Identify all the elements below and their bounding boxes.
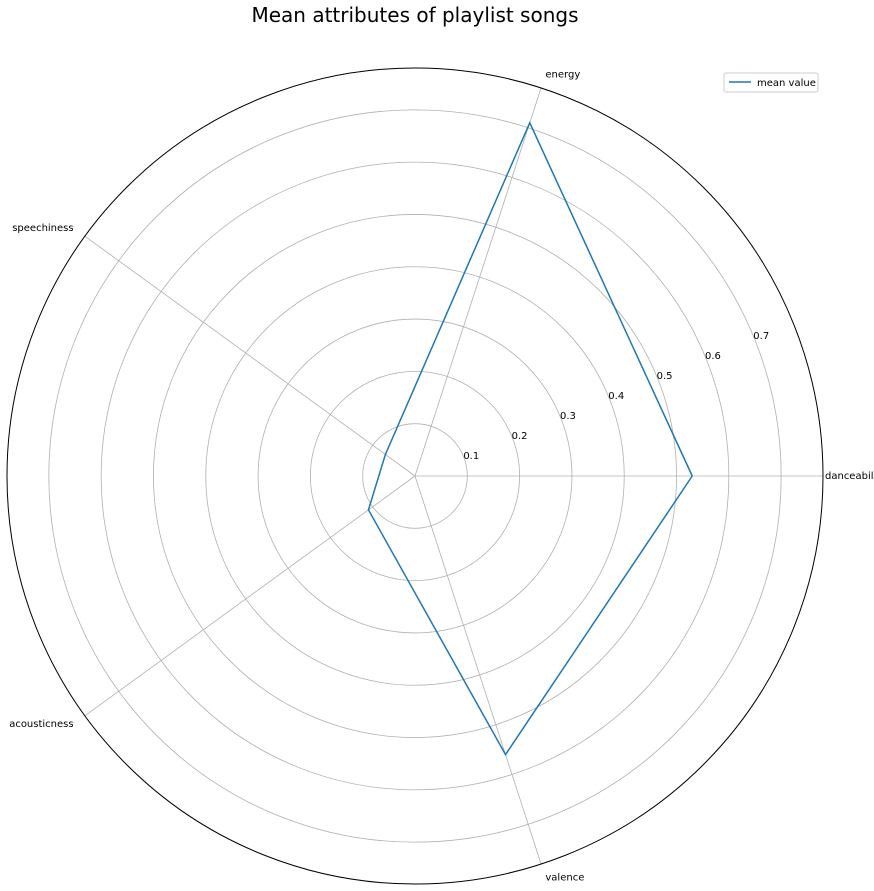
axis-label-acousticness: acousticness: [9, 719, 73, 730]
radial-tick-label: 0.2: [512, 431, 528, 442]
radial-tick-label: 0.6: [705, 351, 721, 362]
radial-tick-label: 0.5: [657, 371, 673, 382]
radial-tick-label: 0.3: [560, 411, 576, 422]
radial-tick-label: 0.4: [608, 391, 624, 402]
axis-spoke-speechiness: [84, 235, 416, 477]
axis-label-speechiness: speechiness: [12, 223, 73, 234]
series-layer: [367, 120, 693, 757]
axis-label-danceability: danceability: [825, 471, 874, 482]
radial-tick-label: 0.7: [753, 331, 769, 342]
axis-spoke-valence: [414, 475, 542, 865]
labels-layer: 0.1 0.2 0.3 0.4 0.5 0.6 0.7 danceability energy s…: [9, 70, 874, 884]
polar-frame: [6, 67, 824, 885]
legend-label-mean-value: mean value: [757, 78, 816, 89]
series-line-0: [367, 120, 693, 757]
axis-spoke-energy: [414, 87, 542, 477]
chart-title: Mean attributes of playlist songs: [251, 3, 578, 27]
radial-tick-label: 0.1: [463, 451, 479, 462]
axis-label-valence: valence: [545, 872, 584, 883]
legend: mean value: [723, 72, 819, 93]
axes-layer: [6, 67, 824, 885]
axis-spoke-acousticness: [84, 475, 416, 717]
legend-frame: [723, 72, 819, 93]
axis-label-energy: energy: [545, 70, 580, 81]
